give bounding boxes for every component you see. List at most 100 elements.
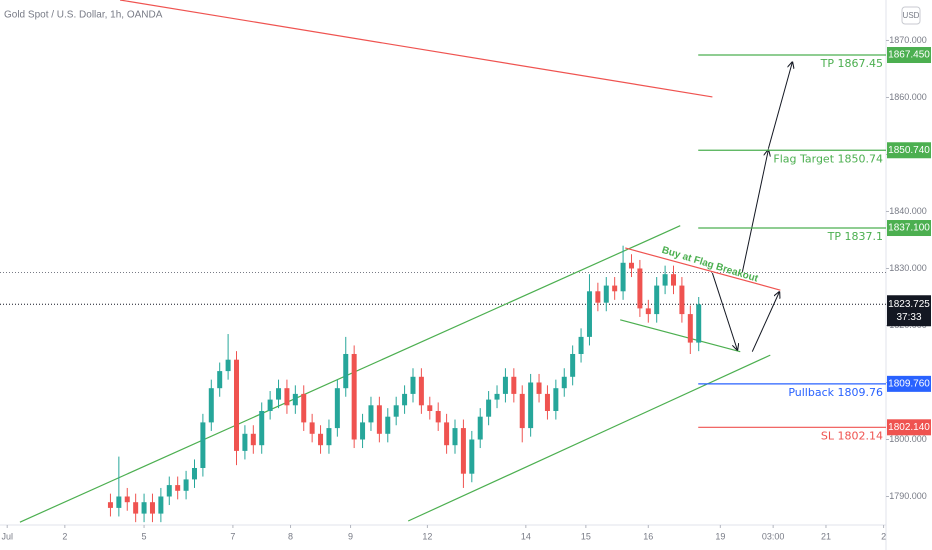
candle-body [175,485,181,491]
candle-body [242,433,248,451]
candle-body [292,393,298,406]
trend-line [620,319,741,353]
candle-body [410,376,416,394]
candle-body [276,388,282,400]
candle-body [301,393,307,423]
candle-body [343,353,349,389]
candle-body [578,336,584,354]
candle-body [107,502,113,508]
candle-body [553,388,559,411]
y-tick-label: 1800.000 [889,434,927,444]
candle-body [368,405,374,423]
candle-body [133,502,139,514]
candle-body [351,353,357,440]
x-tick-label: 2 [62,531,67,541]
candle-body [469,439,475,474]
x-tick-label: 16 [643,531,653,541]
level-price-box [887,220,931,237]
y-tick-label: 1860.000 [889,92,927,102]
arrow [711,272,737,350]
level-price: 1802.140 [888,422,930,433]
x-tick-label: 7 [230,531,235,541]
level-label: SL 1802.14 [821,429,883,442]
trend-line [19,225,681,523]
level-label: Flag Target 1850.74 [773,152,883,165]
level-price: 1809.760 [888,379,930,390]
x-tick-label: 03:00 [762,531,785,541]
trend-line [119,0,713,98]
candle-body [603,285,609,303]
candle-body [477,416,483,440]
candle-body [435,410,441,423]
candle-body [570,353,576,377]
candle-body [595,291,601,303]
candle-body [360,422,366,440]
candle-body [166,485,172,497]
x-tick-label: 19 [715,531,725,541]
arrow [741,150,768,273]
candle-body [149,502,155,514]
candle-body [502,376,508,394]
countdown: 37:33 [896,312,921,323]
candle-body [679,285,685,315]
level-label: Pullback 1809.76 [788,386,883,399]
candle-body [326,428,332,446]
candle-body [402,393,408,406]
currency-button[interactable] [901,6,921,25]
x-tick-label: 5 [142,531,147,541]
level-price-box [887,375,931,392]
level-price: 1850.740 [888,145,930,156]
candle-body [511,376,517,394]
candle-body [654,285,660,315]
candle-body [536,382,542,394]
x-tick-label: 21 [821,531,831,541]
current-price: 1823.725 [888,299,930,310]
level-price: 1837.100 [888,223,930,234]
x-tick-label: 9 [348,531,353,541]
candle-body [250,433,256,446]
candle-body [544,393,550,411]
candle-body [309,422,315,434]
candle-body [561,376,567,389]
candle-body [208,388,214,423]
candle-body [671,274,677,286]
current-price-box [887,295,931,327]
candle-body [452,428,458,446]
candle-body [267,399,273,411]
arrow [751,292,779,352]
currency-label[interactable]: USD [903,11,920,20]
candle-body [637,268,643,309]
candle-body [141,502,147,514]
candle-body [385,416,391,434]
candle-body [158,496,164,514]
candle-body [687,314,693,343]
x-tick-label: 12 [422,531,432,541]
y-tick-label: 1830.000 [889,263,927,273]
candle-body [191,467,197,480]
chart-title: Gold Spot / U.S. Dollar, 1h, OANDA [4,10,163,21]
candle-body [284,388,290,406]
candle-body [116,496,122,508]
candle-body [628,262,634,269]
candle-body [444,422,450,446]
candle-body [696,304,702,343]
x-tick-label: 15 [581,531,591,541]
y-tick-label: 1790.000 [889,491,927,501]
candle-body [376,405,382,434]
candle-body [200,422,206,468]
x-tick-label: 2 [881,531,886,541]
candle-body [519,393,525,429]
level-price-box [887,47,931,64]
y-tick-label: 1840.000 [889,206,927,216]
candle-body [528,382,534,429]
candle-body [645,308,651,315]
candle-body [662,274,668,286]
candle-body [418,376,424,406]
candle-body [494,393,500,400]
level-label: TP 1867.45 [820,57,883,70]
candle-body [586,291,592,337]
x-tick-label: 8 [288,531,293,541]
candle-body [486,399,492,417]
